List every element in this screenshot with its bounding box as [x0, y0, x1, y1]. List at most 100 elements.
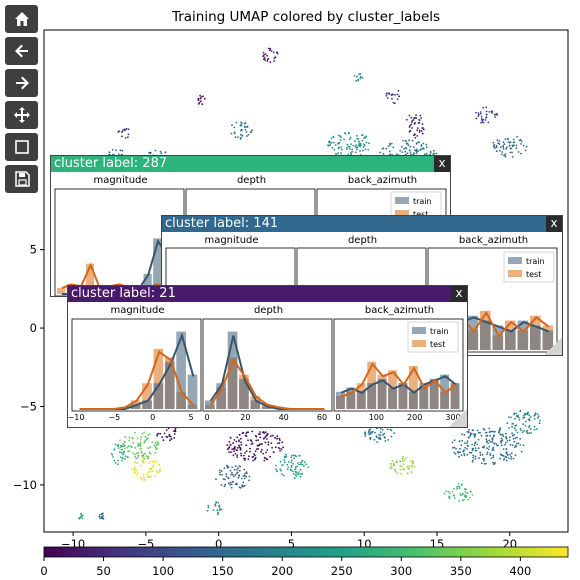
scatter-point — [294, 468, 297, 471]
save-button[interactable] — [5, 165, 38, 193]
scatter-point — [143, 431, 146, 434]
scatter-point — [332, 136, 335, 139]
scatter-point — [242, 485, 245, 488]
scatter-point — [388, 92, 390, 94]
zoom-button[interactable] — [5, 133, 38, 161]
scatter-point — [361, 77, 364, 79]
scatter-point — [238, 475, 241, 477]
colorbar-tick-label: 150 — [212, 564, 234, 578]
popup-header[interactable]: cluster label: 287 — [51, 156, 450, 172]
scatter-point — [275, 468, 277, 471]
scatter-point — [411, 139, 414, 142]
scatter-point — [413, 117, 416, 120]
scatter-point — [358, 73, 360, 76]
scatter-point — [154, 451, 157, 454]
colorbar-tick-label: 50 — [96, 564, 111, 578]
x-tick-label: 0 — [204, 413, 209, 422]
scatter-point — [516, 136, 518, 138]
scatter-point — [120, 451, 123, 454]
scatter-point — [489, 435, 492, 437]
cluster-points — [117, 127, 130, 139]
legend-label: test — [430, 340, 445, 349]
scatter-point — [508, 439, 511, 442]
scatter-point — [243, 477, 246, 480]
scatter-point — [522, 414, 525, 417]
scatter-point — [483, 459, 485, 462]
pan-button[interactable] — [5, 101, 38, 129]
legend-swatch — [395, 197, 409, 204]
scatter-point — [459, 492, 462, 495]
scatter-point — [355, 148, 358, 151]
forward-button[interactable] — [5, 69, 38, 97]
resize-handle[interactable] — [449, 409, 467, 427]
scatter-point — [266, 458, 269, 461]
scatter-point — [460, 444, 463, 447]
scatter-point — [492, 454, 495, 457]
resize-handle[interactable] — [544, 337, 562, 355]
scatter-point — [355, 146, 357, 148]
scatter-point — [124, 458, 126, 460]
scatter-point — [353, 75, 356, 77]
scatter-point — [253, 453, 255, 455]
scatter-point — [250, 439, 252, 441]
scatter-point — [236, 483, 238, 486]
scatter-point — [496, 444, 499, 447]
cluster-popup-21[interactable]: cluster label: 21 x magnitude −10 −5 0 5 dept… — [67, 285, 468, 428]
scatter-point — [238, 444, 240, 447]
scatter-point — [463, 434, 466, 436]
scatter-point — [248, 475, 251, 478]
scatter-point — [149, 460, 152, 463]
scatter-point — [381, 429, 384, 431]
scatter-point — [514, 437, 517, 439]
popup-header[interactable]: cluster label: 21 — [68, 286, 467, 302]
train-bar — [142, 400, 152, 409]
scatter-point — [200, 100, 202, 103]
scatter-point — [461, 483, 463, 486]
scatter-point — [117, 447, 120, 449]
scatter-point — [493, 442, 496, 445]
scatter-point — [501, 151, 504, 153]
scatter-point — [517, 416, 520, 419]
scatter-point — [147, 447, 150, 450]
close-button[interactable]: x — [546, 216, 562, 232]
scatter-point — [474, 442, 476, 445]
scatter-point — [139, 438, 142, 441]
cluster-points — [275, 453, 310, 480]
scatter-point — [414, 149, 417, 152]
train-bar — [153, 383, 164, 409]
scatter-point — [504, 443, 506, 446]
scatter-point — [359, 72, 362, 75]
scatter-point — [219, 469, 221, 472]
scatter-point — [232, 454, 235, 457]
scatter-point — [121, 135, 123, 138]
scatter-point — [413, 146, 415, 149]
scatter-point — [504, 153, 507, 155]
scatter-point — [250, 440, 253, 443]
scatter-point — [123, 444, 126, 447]
scatter-point — [466, 440, 469, 443]
scatter-point — [99, 517, 102, 520]
scatter-point — [409, 151, 412, 154]
scatter-point — [483, 458, 486, 460]
close-button[interactable]: x — [434, 156, 450, 172]
popup-header[interactable]: cluster label: 141 — [162, 216, 562, 232]
home-button[interactable] — [5, 5, 38, 33]
scatter-point — [471, 449, 474, 452]
scatter-point — [490, 457, 493, 459]
back-button[interactable] — [5, 37, 38, 65]
scatter-point — [485, 441, 488, 443]
scatter-point — [507, 457, 510, 459]
scatter-point — [220, 470, 223, 472]
scatter-point — [239, 124, 242, 126]
scatter-point — [480, 462, 483, 464]
scatter-point — [140, 452, 143, 454]
scatter-point — [448, 492, 451, 495]
scatter-point — [138, 444, 141, 446]
cluster-points — [262, 47, 279, 64]
scatter-point — [477, 115, 480, 117]
scatter-point — [488, 445, 491, 448]
scatter-point — [492, 449, 495, 451]
scatter-point — [515, 412, 518, 415]
scatter-point — [173, 437, 176, 439]
close-button[interactable]: x — [451, 286, 467, 302]
